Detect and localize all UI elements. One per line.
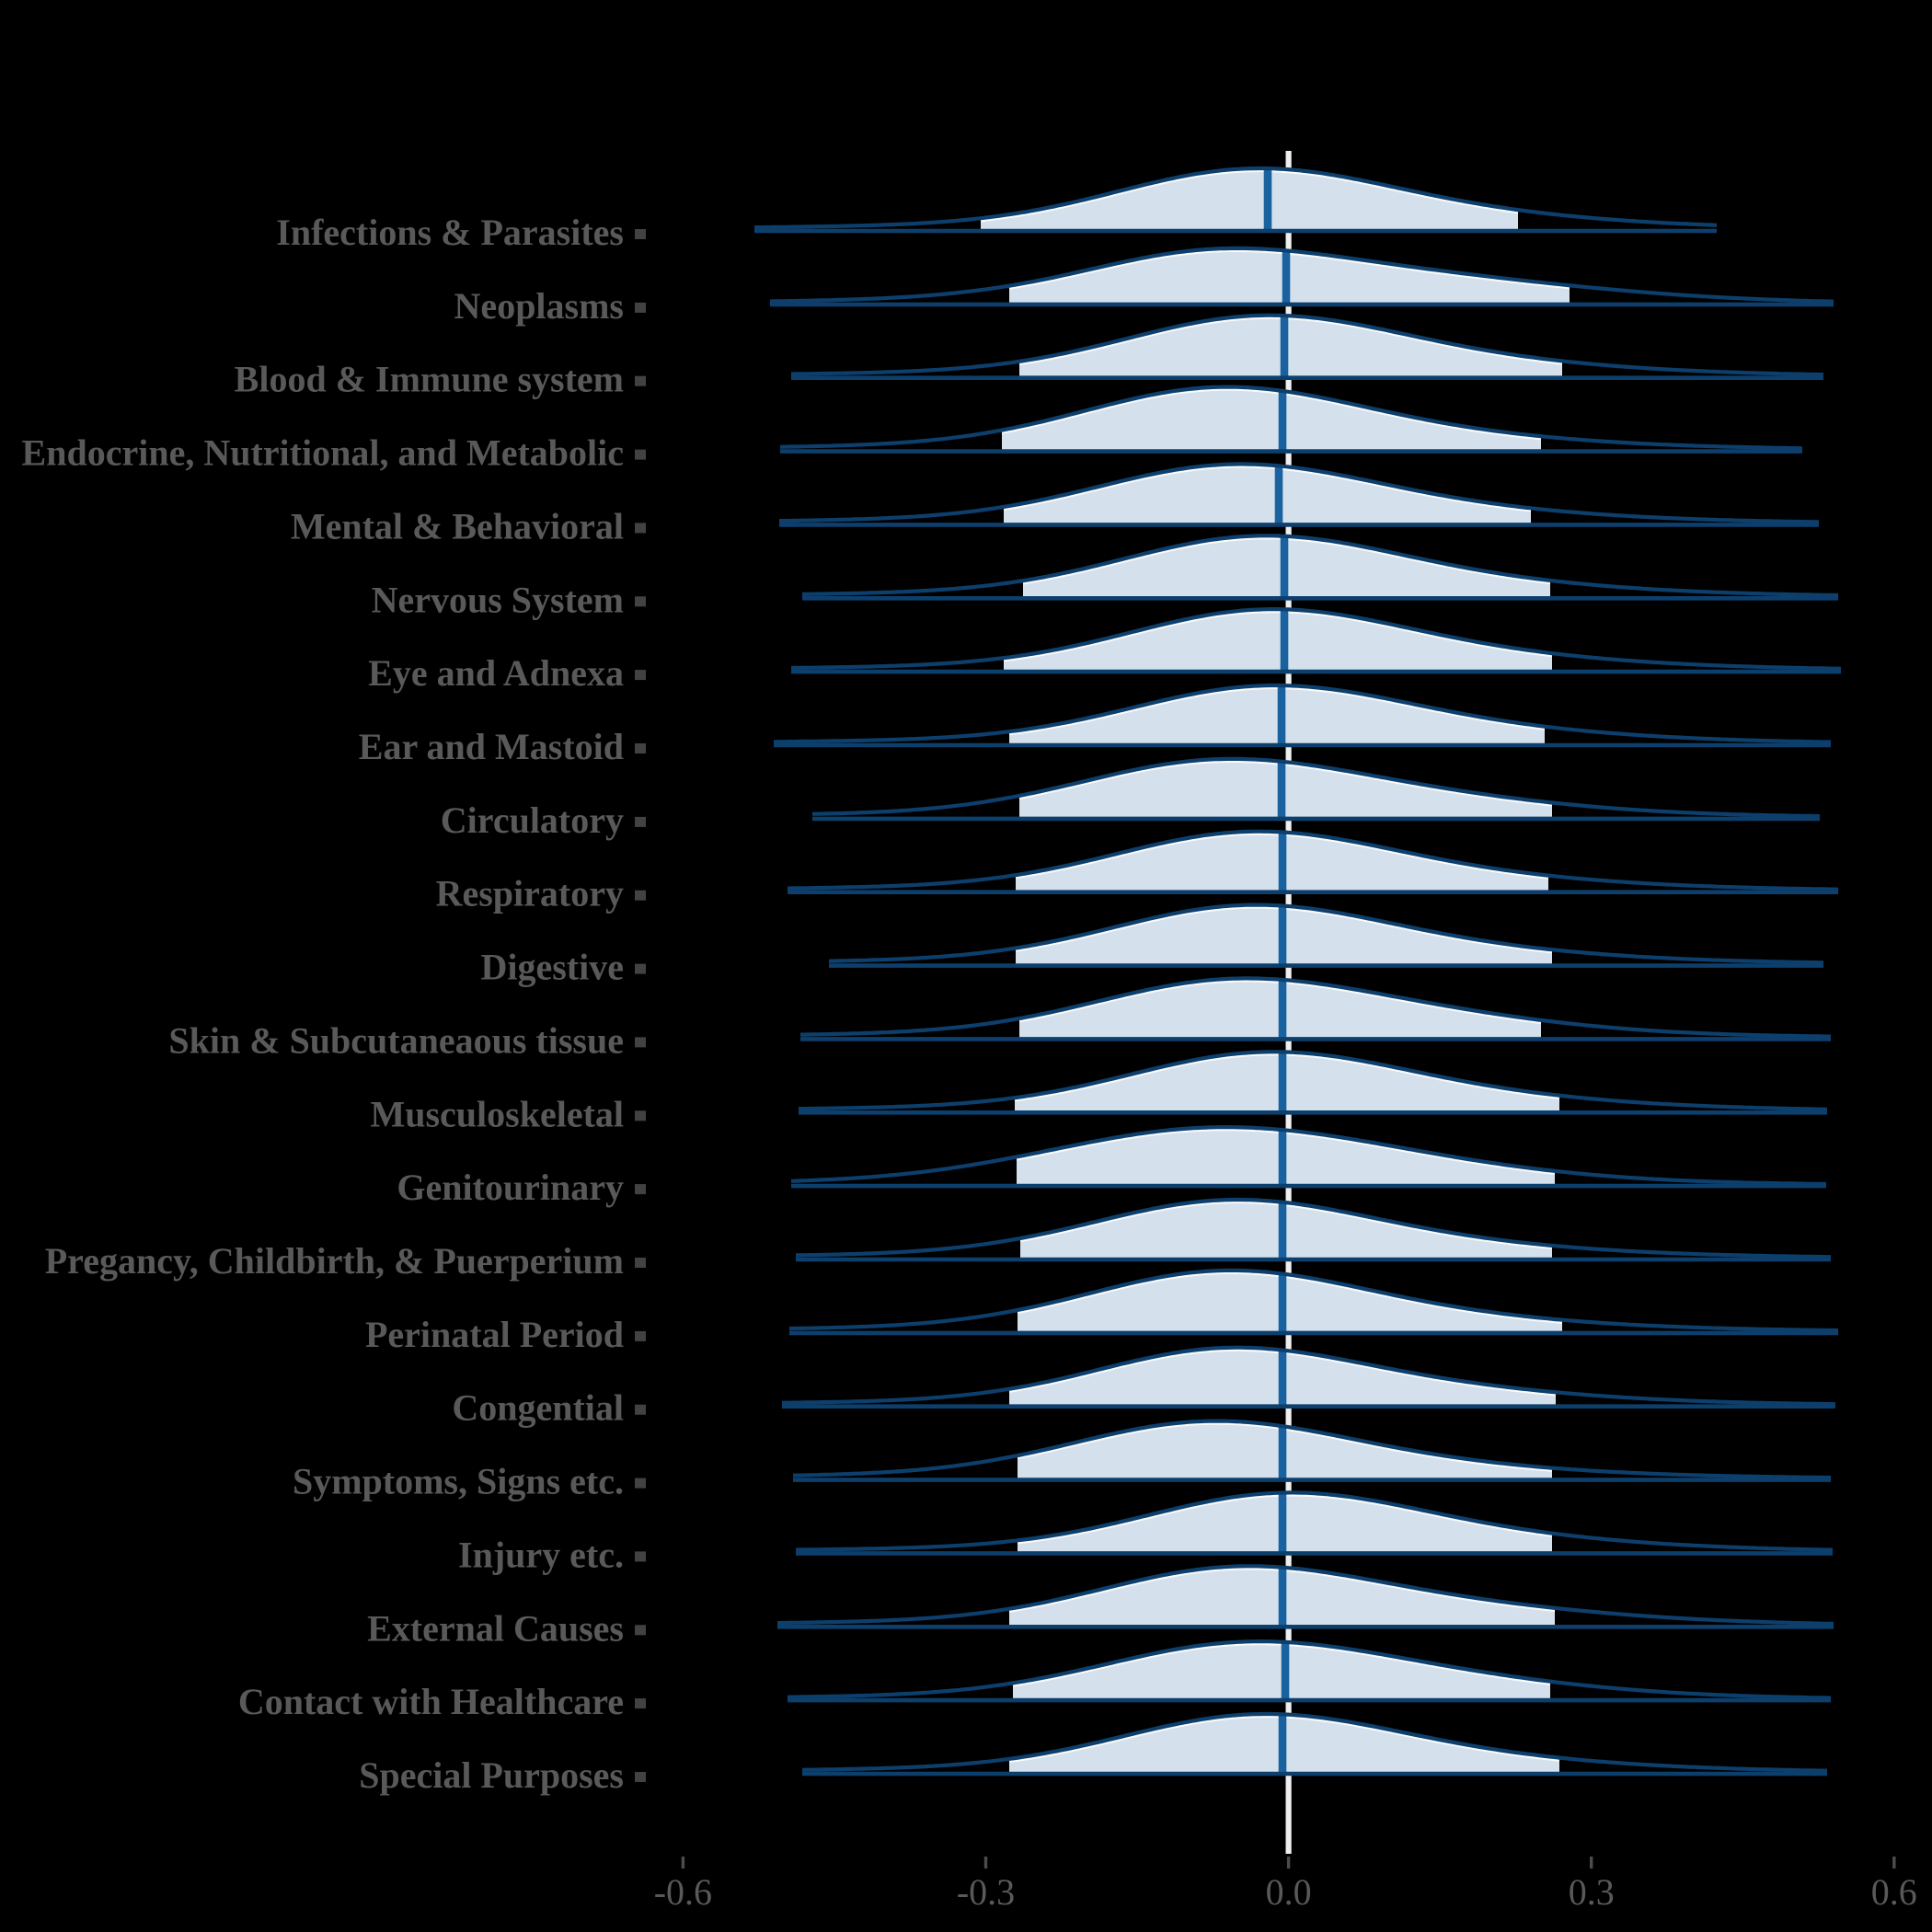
svg-text:Mental & Behavioral: Mental & Behavioral (291, 505, 624, 546)
svg-text:Digestive: Digestive (480, 947, 624, 988)
svg-text:0.0: 0.0 (1266, 1871, 1312, 1913)
svg-text:Skin & Subcutaneaous tissue: Skin & Subcutaneaous tissue (168, 1019, 624, 1061)
svg-text:Eye and Adnexa: Eye and Adnexa (368, 652, 624, 694)
svg-text:External Causes: External Causes (367, 1607, 624, 1649)
svg-text:Perinatal Period: Perinatal Period (365, 1314, 624, 1355)
svg-text:Special Purposes: Special Purposes (359, 1754, 624, 1796)
svg-text:0.6: 0.6 (1871, 1871, 1917, 1913)
svg-text:Pregancy, Childbirth, & Puerpe: Pregancy, Childbirth, & Puerperium (45, 1240, 624, 1282)
svg-text:Infections & Parasites: Infections & Parasites (276, 212, 624, 253)
svg-text:0.3: 0.3 (1569, 1871, 1615, 1913)
svg-text:Genitourinary: Genitourinary (397, 1167, 624, 1208)
svg-text:Contact with Healthcare: Contact with Healthcare (238, 1681, 624, 1722)
svg-text:Circulatory: Circulatory (441, 799, 624, 841)
svg-text:Injury etc.: Injury etc. (458, 1534, 624, 1575)
svg-text:Respiratory: Respiratory (436, 873, 624, 914)
svg-text:Blood & Immune system: Blood & Immune system (235, 359, 624, 400)
svg-text:Musculoskeletal: Musculoskeletal (370, 1093, 624, 1134)
svg-text:-0.6: -0.6 (654, 1871, 712, 1913)
svg-text:Congential: Congential (452, 1387, 624, 1429)
svg-text:Neoplasms: Neoplasms (454, 285, 624, 327)
svg-text:Ear and Mastoid: Ear and Mastoid (359, 726, 624, 767)
svg-text:-0.3: -0.3 (957, 1871, 1015, 1913)
svg-text:Nervous System: Nervous System (372, 579, 624, 620)
svg-text:Endocrine, Nutritional, and Me: Endocrine, Nutritional, and Metabolic (22, 432, 624, 474)
svg-text:Symptoms, Signs etc.: Symptoms, Signs etc. (293, 1461, 624, 1502)
